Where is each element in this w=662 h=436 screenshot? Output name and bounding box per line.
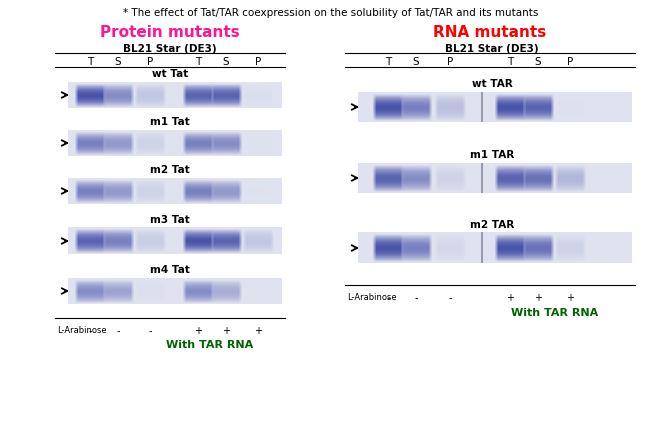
Text: +: +	[222, 326, 230, 336]
Text: * The effect of Tat/TAR coexpression on the solubility of Tat/TAR and its mutant: * The effect of Tat/TAR coexpression on …	[123, 8, 539, 18]
Text: T: T	[385, 57, 391, 67]
Text: With TAR RNA: With TAR RNA	[511, 308, 598, 318]
Text: +: +	[194, 326, 202, 336]
Text: -: -	[148, 326, 152, 336]
Text: RNA mutants: RNA mutants	[434, 25, 547, 40]
Text: Protein mutants: Protein mutants	[100, 25, 240, 40]
Text: m3 Tat: m3 Tat	[150, 215, 190, 225]
Text: +: +	[566, 293, 574, 303]
Text: T: T	[87, 57, 93, 67]
Text: T: T	[195, 57, 201, 67]
Text: P: P	[447, 57, 453, 67]
Text: -: -	[414, 293, 418, 303]
Text: BL21 Star (DE3): BL21 Star (DE3)	[445, 44, 539, 54]
Text: +: +	[506, 293, 514, 303]
Text: T: T	[507, 57, 513, 67]
Text: +: +	[254, 326, 262, 336]
Text: wt TAR: wt TAR	[471, 79, 512, 89]
Text: m1 TAR: m1 TAR	[470, 150, 514, 160]
Text: S: S	[222, 57, 229, 67]
Text: -: -	[448, 293, 451, 303]
Text: S: S	[535, 57, 542, 67]
Text: m2 TAR: m2 TAR	[470, 220, 514, 230]
Text: -: -	[386, 293, 390, 303]
Text: +: +	[534, 293, 542, 303]
Text: P: P	[567, 57, 573, 67]
Text: L-Arabinose: L-Arabinose	[347, 293, 397, 302]
Text: m2 Tat: m2 Tat	[150, 165, 190, 175]
Text: P: P	[147, 57, 153, 67]
Text: -: -	[88, 326, 92, 336]
Text: With TAR RNA: With TAR RNA	[166, 340, 254, 350]
Text: wt Tat: wt Tat	[152, 69, 188, 79]
Text: BL21 Star (DE3): BL21 Star (DE3)	[123, 44, 217, 54]
Text: S: S	[115, 57, 121, 67]
Text: m1 Tat: m1 Tat	[150, 117, 190, 127]
Text: -: -	[117, 326, 120, 336]
Text: S: S	[412, 57, 419, 67]
Text: m4 Tat: m4 Tat	[150, 265, 190, 275]
Text: L-Arabinose: L-Arabinose	[57, 326, 107, 335]
Text: P: P	[255, 57, 261, 67]
